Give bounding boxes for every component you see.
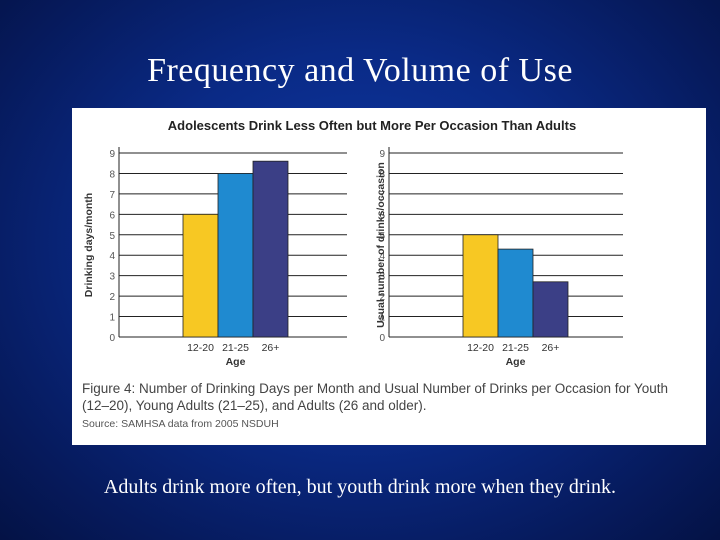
x-tick-label: 12-20 xyxy=(187,342,214,354)
x-tick-label: 12-20 xyxy=(467,342,494,354)
y-tick-label: 9 xyxy=(109,149,115,160)
y-tick-label: 1 xyxy=(109,313,115,324)
y-tick-label: 2 xyxy=(379,292,385,303)
x-tick-label: 21-25 xyxy=(502,342,529,354)
bar-26+ xyxy=(532,281,569,338)
x-tick-label: 21-25 xyxy=(222,342,249,354)
y-tick-label: 2 xyxy=(109,292,115,303)
y-tick-label: 5 xyxy=(109,231,115,242)
x-tick-label: 26+ xyxy=(542,342,560,354)
chart-title: Adolescents Drink Less Often but More Pe… xyxy=(168,118,576,133)
y-tick-label: 7 xyxy=(109,190,115,201)
chart-drinking-days: 0 1 2 3 4 5 6 7 8 9 12-20 21-25 26+ Age Drinking days/… xyxy=(83,147,347,368)
y-tick-label: 4 xyxy=(109,251,115,262)
y-axis-label: Drinking days/month xyxy=(83,193,95,297)
x-axis-label: Age xyxy=(506,356,526,368)
figure-source: Source: SAMHSA data from 2005 NSDUH xyxy=(82,418,279,430)
y-axis-label: Usual number of drinks/occasion xyxy=(375,162,387,328)
bar-21-25 xyxy=(497,248,534,338)
y-tick-label: 8 xyxy=(109,169,115,180)
y-tick-label: 6 xyxy=(379,210,385,221)
y-tick-label: 0 xyxy=(379,333,385,344)
y-tick-label: 7 xyxy=(379,190,385,201)
chart-drinks-per-occasion: 0 1 2 3 4 5 6 7 8 9 12-20 21-25 26+ Age Usual number o… xyxy=(375,147,623,368)
bar-21-25 xyxy=(217,173,254,338)
y-tick-label: 6 xyxy=(109,210,115,221)
bar-12-20 xyxy=(182,213,219,338)
y-tick-label: 3 xyxy=(379,272,385,283)
figure-caption: Figure 4: Number of Drinking Days per Mo… xyxy=(82,381,669,413)
bar-26+ xyxy=(252,160,289,338)
x-axis-label: Age xyxy=(226,356,246,368)
y-tick-label: 4 xyxy=(379,251,385,262)
y-tick-label: 9 xyxy=(379,149,385,160)
y-tick-label: 3 xyxy=(109,272,115,283)
slide-title: Frequency and Volume of Use xyxy=(147,52,573,89)
figure-charts: Adolescents Drink Less Often but More Pe… xyxy=(83,118,623,368)
y-tick-label: 0 xyxy=(109,333,115,344)
x-tick-label: 26+ xyxy=(262,342,280,354)
slide-footer: Adults drink more often, but youth drink… xyxy=(103,476,617,498)
figure-panel: Adolescents Drink Less Often but More Pe… xyxy=(72,108,706,445)
bar-12-20 xyxy=(462,234,499,338)
y-tick-label: 1 xyxy=(379,313,385,324)
y-tick-label: 8 xyxy=(379,169,385,180)
y-tick-label: 5 xyxy=(379,231,385,242)
